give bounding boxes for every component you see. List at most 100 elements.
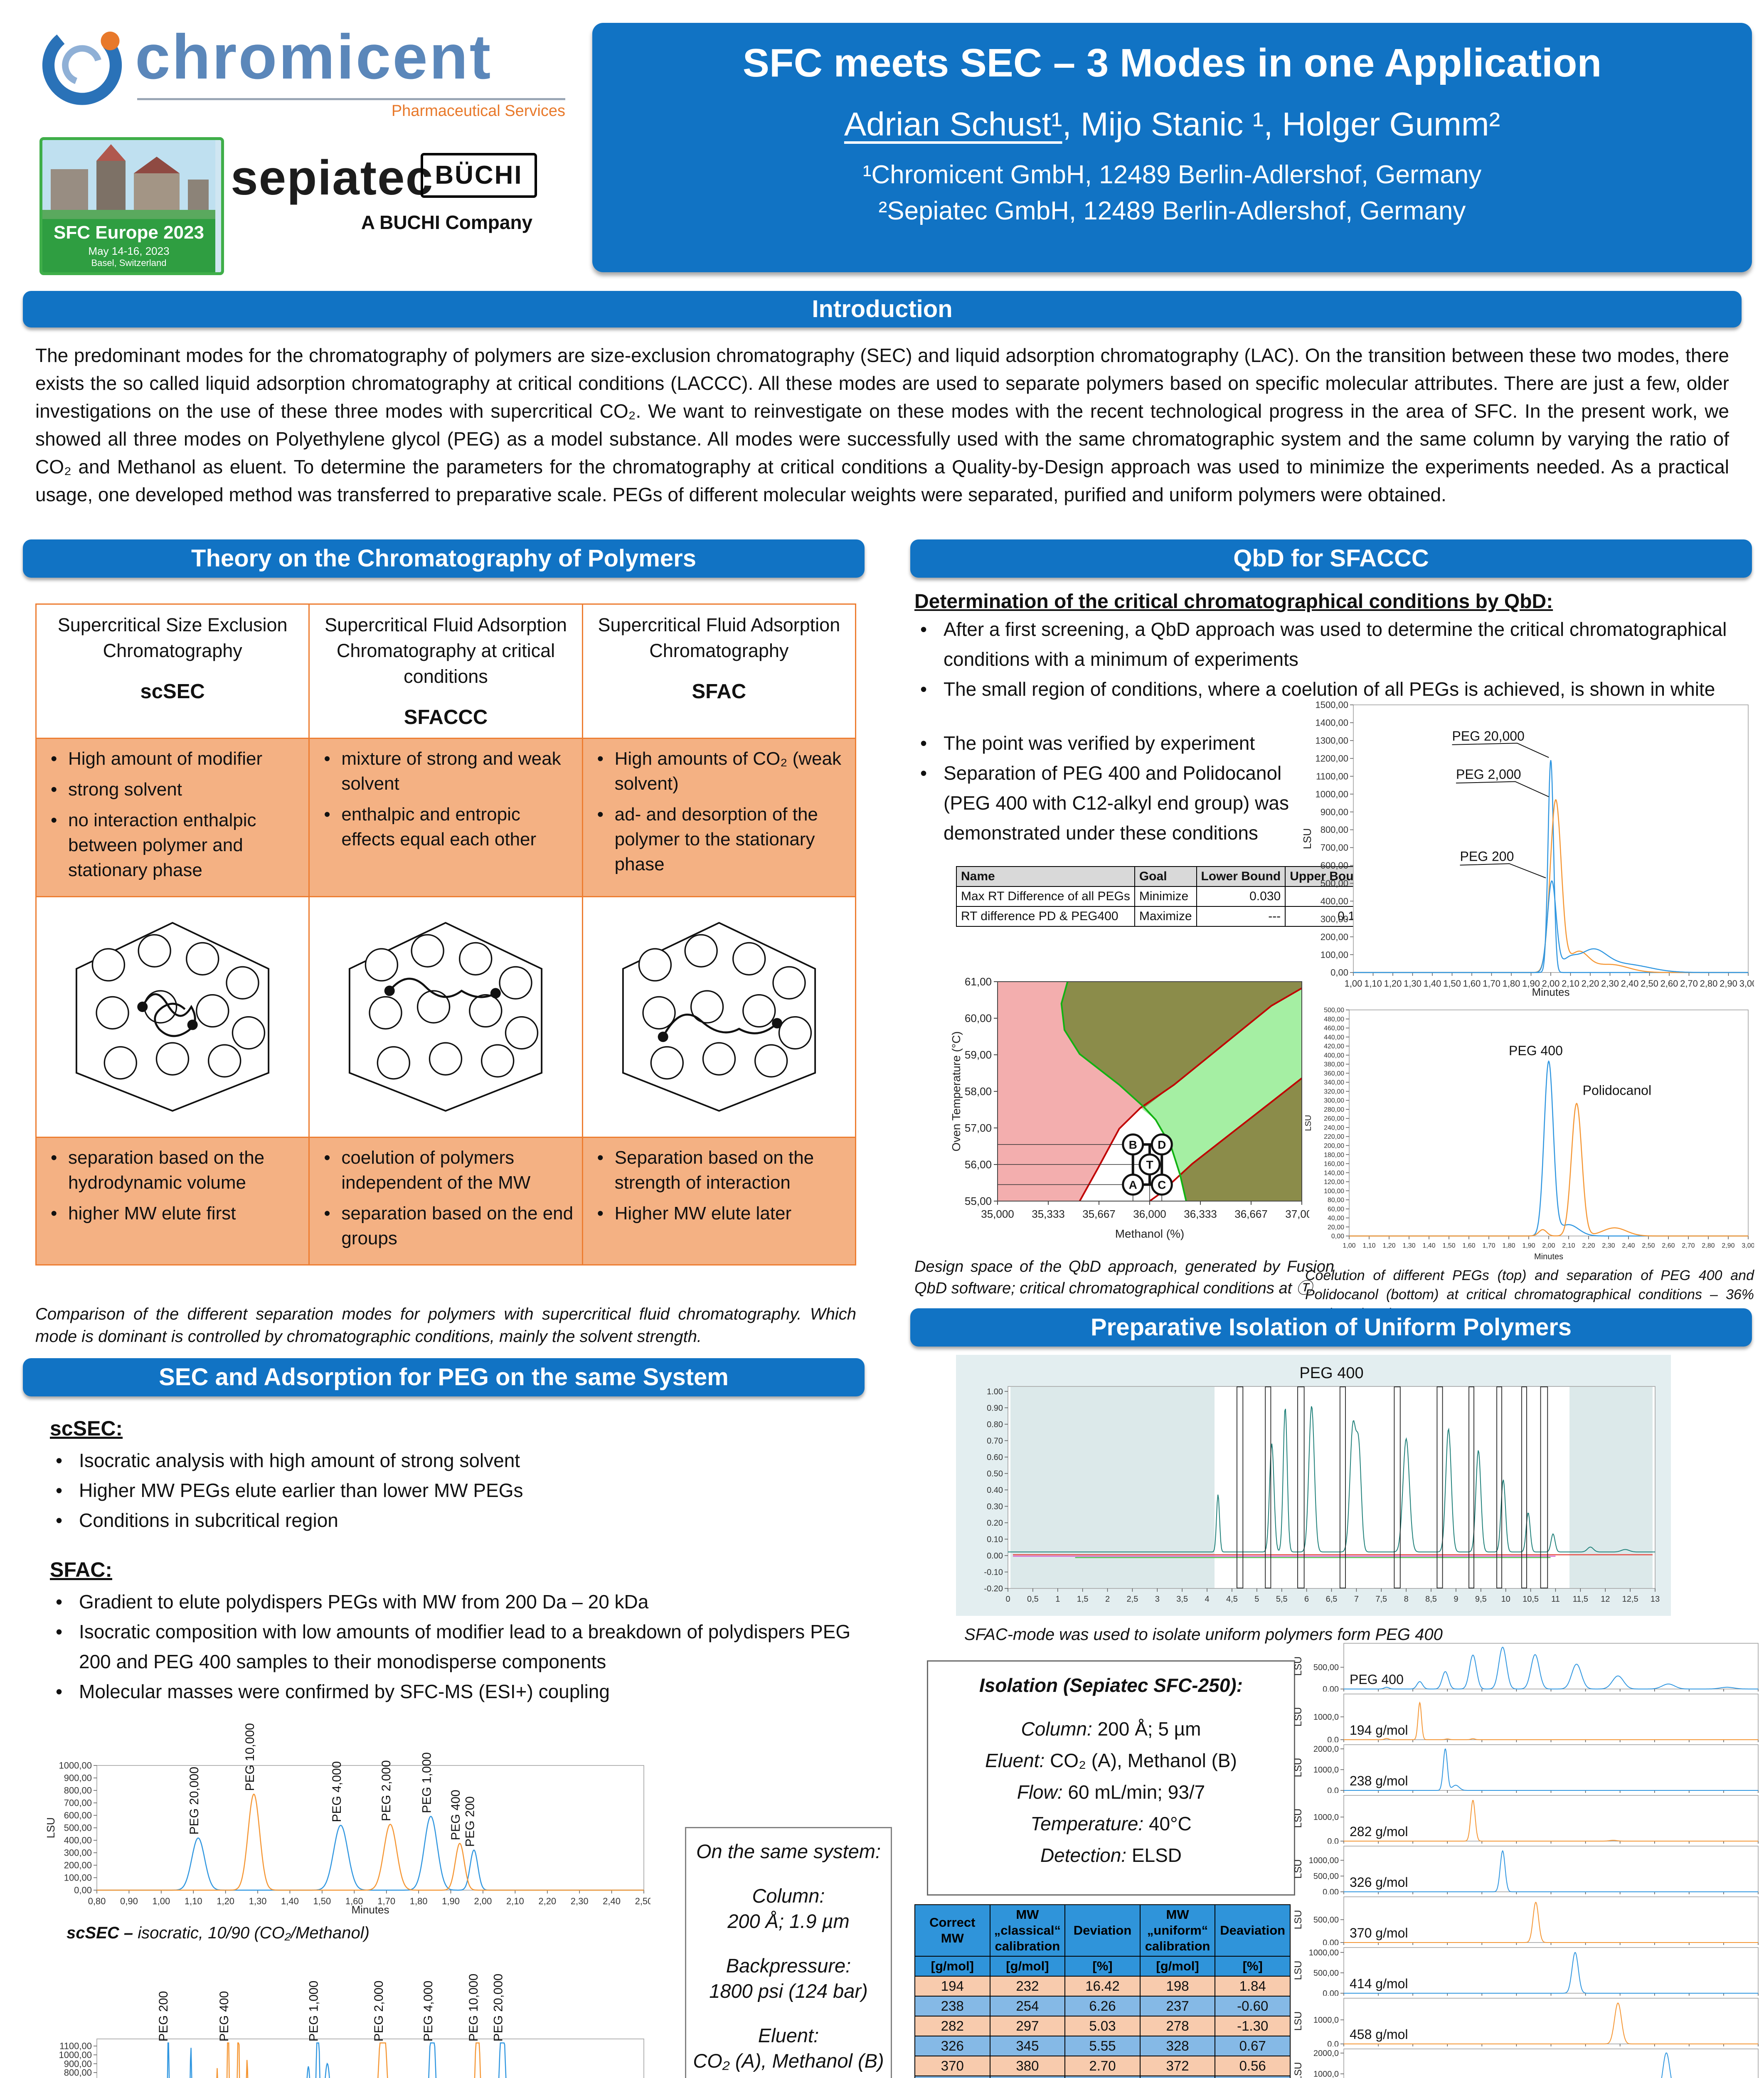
scsec-heading: scSEC: (50, 1417, 123, 1440)
svg-text:3,5: 3,5 (1176, 1595, 1188, 1604)
svg-text:140,00: 140,00 (1324, 1169, 1344, 1177)
svg-text:12: 12 (1601, 1595, 1610, 1604)
parameter-label: Column: (752, 1885, 825, 1907)
svg-text:0,00: 0,00 (74, 1885, 92, 1896)
svg-text:0.50: 0.50 (987, 1469, 1003, 1478)
svg-text:1000,0: 1000,0 (1313, 1765, 1339, 1775)
svg-text:9,5: 9,5 (1475, 1595, 1487, 1604)
mw-unit-cell: [%] (1064, 1956, 1141, 1977)
svg-text:900,00: 900,00 (64, 2058, 92, 2069)
svg-text:0.10: 0.10 (987, 1535, 1003, 1544)
bullet-item: Gradient to elute polydispers PEGs with … (50, 1587, 877, 1617)
svg-text:Polidocanol: Polidocanol (1583, 1083, 1651, 1098)
svg-text:2,20: 2,20 (1582, 978, 1599, 989)
buchi-company-label: A BUCHI Company (361, 212, 533, 233)
svg-text:2,60: 2,60 (1662, 1242, 1675, 1249)
svg-text:LSU: LSU (1293, 1961, 1304, 1980)
affiliation-2: ²Sepiatec GmbH, 12489 Berlin-Adlershof, … (878, 197, 1466, 225)
svg-text:1300,00: 1300,00 (1315, 736, 1348, 746)
bullet-item: separation based on the hydrodynamic vol… (45, 1145, 300, 1195)
svg-text:2,20: 2,20 (538, 1896, 556, 1906)
bullet-item: High amounts of CO₂ (weak solvent) (591, 746, 847, 796)
theory-bullet-list: coelution of polymers independent of the… (318, 1145, 573, 1251)
svg-text:2,30: 2,30 (1601, 978, 1619, 989)
svg-text:2: 2 (1105, 1595, 1110, 1604)
uniform-polymer-chromatogram-stack: 500,00 0,00 LSU PEG 400 1000,0 0,0 LSU 194 g/m… (1291, 1641, 1762, 2078)
bullet-item: mixture of strong and weak solvent (318, 746, 573, 796)
svg-text:61,00: 61,00 (965, 976, 992, 988)
sfaccc-schematic (329, 922, 562, 1125)
qbd-bullets-left: The point was verified by experimentSepa… (914, 728, 1307, 848)
mini-chart-326: 1000,00 500,00 0,00 LSU 326 g/mol (1291, 1844, 1762, 1894)
svg-text:100,00: 100,00 (1321, 950, 1348, 960)
svg-text:1100,00: 1100,00 (1316, 771, 1348, 781)
bullet-item: enthalpic and entropic effects equal eac… (318, 802, 573, 852)
svg-text:PEG 1,000: PEG 1,000 (420, 1752, 434, 1813)
mini-chart-282: 1000,0 0,0 LSU 282 g/mol (1291, 1793, 1762, 1844)
svg-text:1,5: 1,5 (1077, 1595, 1089, 1604)
section-bar-sec-adsorption: SEC and Adsorption for PEG on the same S… (23, 1358, 865, 1396)
svg-text:2,10: 2,10 (506, 1896, 524, 1906)
mw-units-row: [g/mol] [g/mol] [%] [g/mol] [%] (914, 1956, 1291, 1977)
parameter-item: Eluent: CO₂ (A), Methanol (B) (686, 2024, 891, 2072)
svg-text:0,0: 0,0 (1327, 2040, 1339, 2046)
bullet-item: ad- and desorption of the polymer to the… (591, 802, 847, 877)
event-date: May 14-16, 2023 (88, 245, 170, 257)
svg-text:400,00: 400,00 (1324, 1052, 1344, 1059)
svg-text:0,00: 0,00 (1323, 1938, 1339, 1945)
svg-text:500,00: 500,00 (1313, 1872, 1339, 1881)
svg-text:1000,0: 1000,0 (1313, 2070, 1339, 2078)
svg-text:60,00: 60,00 (965, 1012, 992, 1024)
svg-text:PEG 20,000: PEG 20,000 (492, 1974, 505, 2041)
svg-text:1100,00: 1100,00 (59, 2041, 92, 2051)
svg-text:PEG 10,000: PEG 10,000 (467, 1974, 480, 2041)
mw-header-cell: Correct MW (914, 1904, 990, 1957)
brand-subtitle: Pharmaceutical Services (391, 102, 565, 120)
svg-text:1000,00: 1000,00 (1309, 1948, 1339, 1957)
coelution-chromatogram: 0,00 100,00 200,00 300,00 400,00 500,00 600,00… (1300, 695, 1754, 999)
svg-text:1,30: 1,30 (1402, 1242, 1415, 1249)
svg-text:36,000: 36,000 (1133, 1208, 1166, 1220)
goal-header-cell: Lower Bound (1196, 866, 1286, 887)
bullet-item: The small region of conditions, where a … (914, 674, 1750, 704)
svg-text:0,80: 0,80 (88, 1896, 106, 1906)
svg-text:0,0: 0,0 (1327, 1736, 1339, 1742)
svg-text:500,00: 500,00 (1324, 1007, 1344, 1014)
event-photo (42, 140, 215, 219)
svg-text:10: 10 (1501, 1595, 1510, 1604)
svg-text:160,00: 160,00 (1324, 1161, 1344, 1168)
svg-text:40,00: 40,00 (1328, 1215, 1344, 1222)
isolation-title: Isolation (Sepiatec SFC-250): (979, 1674, 1243, 1696)
svg-text:1000,00: 1000,00 (59, 2050, 92, 2060)
svg-text:PEG 10,000: PEG 10,000 (243, 1723, 257, 1791)
mw-header-cell: MW „classical“ calibration (989, 1904, 1066, 1957)
svg-text:2,00: 2,00 (1542, 978, 1560, 989)
svg-text:500,00: 500,00 (1313, 1969, 1339, 1978)
author-underlined: Adrian Schust¹ (844, 106, 1062, 143)
svg-text:500,00: 500,00 (1313, 1916, 1339, 1925)
svg-text:200,00: 200,00 (1324, 1142, 1344, 1150)
svg-text:PEG 200: PEG 200 (157, 1991, 170, 2042)
theory-bullets1-row: High amount of modifier strong solvent no … (35, 738, 857, 897)
poster-title: SFC meets SEC – 3 Modes in one Applicati… (742, 41, 1602, 85)
scsec-caption: scSEC – isocratic, 10/90 (CO₂/Methanol) (67, 1924, 370, 1942)
svg-text:1,00: 1,00 (152, 1896, 170, 1906)
mw-unit-cell: [g/mol] (989, 1956, 1066, 1977)
svg-text:LSU: LSU (1293, 2012, 1304, 2031)
table-row: 326 345 5.55 328 0.67 (914, 2036, 1291, 2056)
svg-text:PEG 400: PEG 400 (449, 1790, 463, 1840)
bullet-item: separation based on the end groups (318, 1201, 573, 1251)
svg-text:100,00: 100,00 (1324, 1188, 1344, 1195)
same-system-title: On the same system: (696, 1840, 881, 1862)
table-row: 4144313.914201.54 (914, 2076, 1291, 2078)
svg-text:2,40: 2,40 (1622, 1242, 1635, 1249)
svg-text:480,00: 480,00 (1324, 1016, 1344, 1023)
svg-text:500,00: 500,00 (1313, 1663, 1339, 1672)
parameter-label: Backpressure: (726, 1955, 851, 1977)
svg-text:PEG 4,000: PEG 4,000 (330, 1761, 344, 1822)
theory-bullets2-row: separation based on the hydrodynamic vol… (35, 1137, 857, 1266)
sfac-heading: SFAC: (50, 1558, 112, 1581)
isolation-value: 60 mL/min; 93/7 (1068, 1781, 1205, 1803)
svg-text:PEG 200: PEG 200 (463, 1796, 477, 1847)
svg-text:LSU: LSU (1293, 1657, 1304, 1676)
